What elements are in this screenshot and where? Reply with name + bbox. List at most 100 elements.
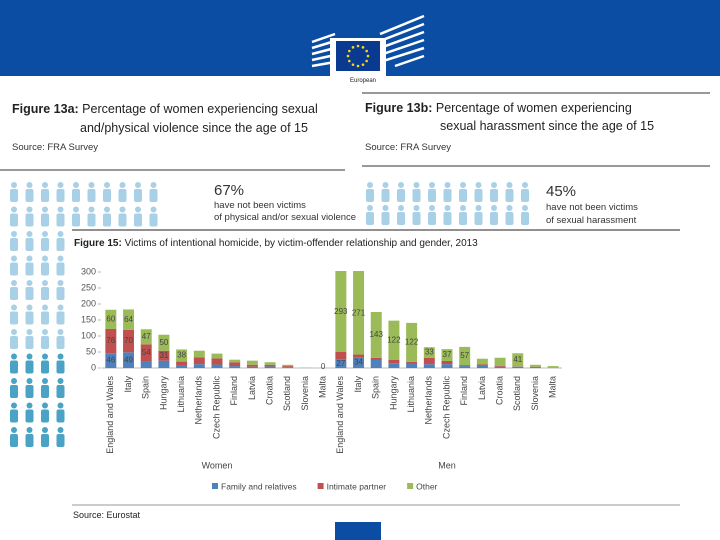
star (351, 46, 355, 49)
value-label: 31 (159, 351, 168, 360)
person-head (57, 206, 64, 213)
person-body (25, 213, 34, 227)
footer-block (335, 522, 381, 540)
bar-segment (353, 354, 365, 358)
person-body (25, 360, 34, 374)
y-tick-label: 50 (86, 346, 96, 356)
bar-segment (388, 359, 400, 364)
value-label: 50 (159, 338, 168, 347)
value-label: 143 (370, 330, 384, 339)
group-label: Women (202, 460, 233, 470)
percent: 45% (546, 183, 576, 200)
x-tick-label: Italy (353, 376, 363, 393)
person-body (10, 238, 18, 251)
bar-segment (282, 367, 294, 368)
person-body (25, 311, 34, 325)
person-head (26, 427, 33, 433)
x-tick-label: Finland (459, 376, 469, 406)
person-body (41, 360, 49, 374)
chart-title: Victims of intentional homicide, by vict… (125, 238, 479, 249)
bar-segment (459, 365, 471, 367)
x-tick-label: England and Wales (105, 376, 115, 454)
person-head (42, 231, 48, 237)
person-head (475, 182, 482, 188)
bar-segment (459, 346, 471, 366)
person-head (42, 402, 48, 409)
figure-label: Figure 13b: (365, 101, 432, 115)
person-body (10, 287, 18, 300)
person-head (73, 206, 79, 213)
bar-segment (547, 366, 559, 368)
person-body (10, 385, 18, 398)
person-head (57, 231, 64, 237)
person-head (491, 182, 497, 188)
bar-segment (158, 360, 170, 368)
bar-segment (494, 357, 506, 366)
x-tick-label: Slovenia (300, 376, 310, 411)
figure-label: Figure 13a: Percentage of women experien… (12, 102, 318, 116)
person-head (57, 304, 64, 311)
person-body (428, 212, 436, 225)
person-head (150, 206, 157, 213)
legend-swatch (212, 483, 218, 489)
person-head (11, 206, 17, 213)
person-head (26, 255, 33, 262)
figure-title: Percentage of women experiencing (436, 101, 632, 115)
value-label: 70 (124, 336, 133, 345)
person-body (41, 336, 49, 349)
person-head (119, 182, 126, 188)
person-head (42, 427, 48, 433)
logo-text: European (350, 78, 376, 84)
person-head (42, 182, 48, 188)
person-head (26, 329, 33, 335)
person-head (460, 182, 466, 188)
person-body (25, 189, 34, 202)
bar-segment (229, 366, 241, 368)
bar-segment (123, 329, 135, 353)
person-head (42, 255, 48, 262)
source: Source: Eurostat (73, 510, 141, 520)
person-body (412, 189, 421, 202)
person-body (521, 212, 529, 225)
x-tick-label: Slovenia (530, 376, 540, 411)
x-tick-label: Scotland (282, 376, 292, 411)
person-head (11, 280, 17, 286)
person-body (474, 189, 483, 202)
person-body (10, 213, 18, 227)
person-body (505, 189, 514, 202)
bar-segment (406, 322, 418, 362)
person-body (25, 238, 34, 251)
bar-segment (512, 366, 524, 368)
person-body (56, 238, 65, 251)
person-head (413, 182, 420, 188)
person-head (26, 402, 33, 409)
person-head (104, 206, 110, 213)
star (346, 54, 350, 58)
value-label: 38 (177, 351, 186, 360)
note: of sexual harassment (546, 215, 637, 226)
person-head (11, 231, 17, 237)
x-tick-label: Croatia (494, 376, 504, 405)
bar-segment (105, 309, 117, 329)
value-label: 60 (106, 314, 115, 323)
star (361, 63, 365, 66)
bar-segment (105, 353, 117, 368)
person-head (491, 205, 497, 211)
y-tick-label: 200 (81, 298, 96, 308)
value-label: 293 (334, 307, 348, 316)
note: have not been victims (546, 202, 638, 213)
bar-segment (246, 364, 258, 367)
person-head (57, 329, 64, 335)
value-label: 49 (124, 355, 133, 364)
flag-stars (346, 44, 370, 68)
figure-title: and/physical violence since the age of 1… (80, 121, 308, 135)
person-head (26, 353, 33, 360)
bar-segment (282, 366, 294, 368)
x-tick-label: Czech Republic (211, 376, 221, 440)
bar-segment (406, 363, 418, 368)
figure-title: sexual harassment since the age of 15 (440, 119, 654, 133)
person-body (412, 212, 421, 225)
person-body (25, 336, 34, 349)
person-head (57, 378, 64, 384)
